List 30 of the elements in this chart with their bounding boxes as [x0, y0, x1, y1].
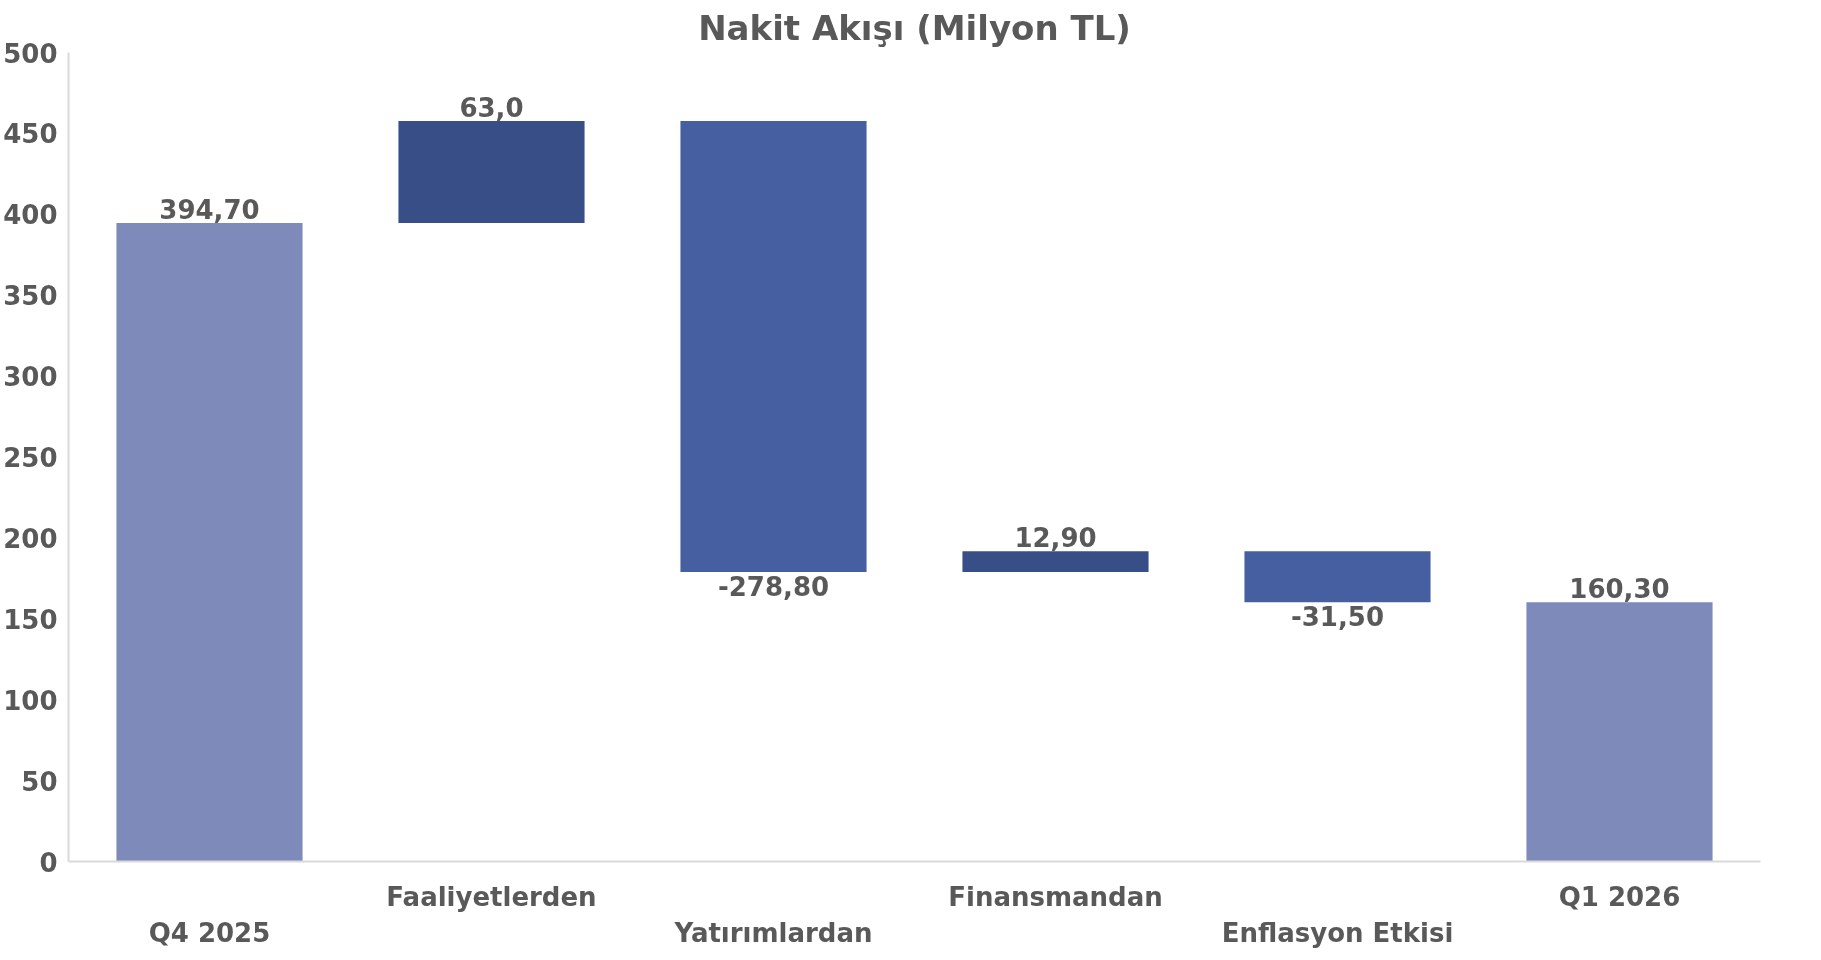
bar [1526, 602, 1713, 862]
y-tick-label: 100 [3, 685, 58, 716]
x-tick-label: Yatırımlardan [673, 917, 873, 948]
x-tick-label: Q4 2025 [148, 917, 271, 948]
x-tick-label: Finansmandan [948, 881, 1163, 912]
bar [398, 120, 585, 223]
y-tick-label: 350 [3, 281, 58, 312]
x-tick-label: Enflasyon Etkisi [1221, 917, 1454, 948]
y-tick-label: 200 [3, 523, 58, 554]
chart-title: Nakit Akışı (Milyon TL) [698, 7, 1131, 48]
y-tick-label: 0 [39, 847, 58, 878]
data-label: 160,30 [1569, 574, 1670, 605]
y-tick-label: 400 [3, 200, 58, 231]
y-tick-label: 300 [3, 362, 58, 393]
y-tick-label: 450 [3, 119, 58, 150]
bar [962, 551, 1149, 573]
data-label: -278,80 [717, 572, 830, 603]
data-label: 63,0 [459, 92, 524, 123]
y-tick-label: 250 [3, 443, 58, 473]
y-tick-label: 500 [3, 38, 58, 69]
data-label: 12,90 [1014, 523, 1097, 554]
y-tick-label: 150 [3, 604, 58, 635]
y-tick-label: 50 [21, 766, 58, 797]
bar [116, 222, 303, 862]
bar [1244, 551, 1431, 603]
x-tick-label: Faaliyetlerden [386, 881, 597, 912]
bar [680, 120, 867, 573]
data-label: 394,70 [159, 194, 260, 225]
data-label: -31,50 [1290, 602, 1385, 633]
x-tick-label: Q1 2026 [1558, 881, 1681, 912]
